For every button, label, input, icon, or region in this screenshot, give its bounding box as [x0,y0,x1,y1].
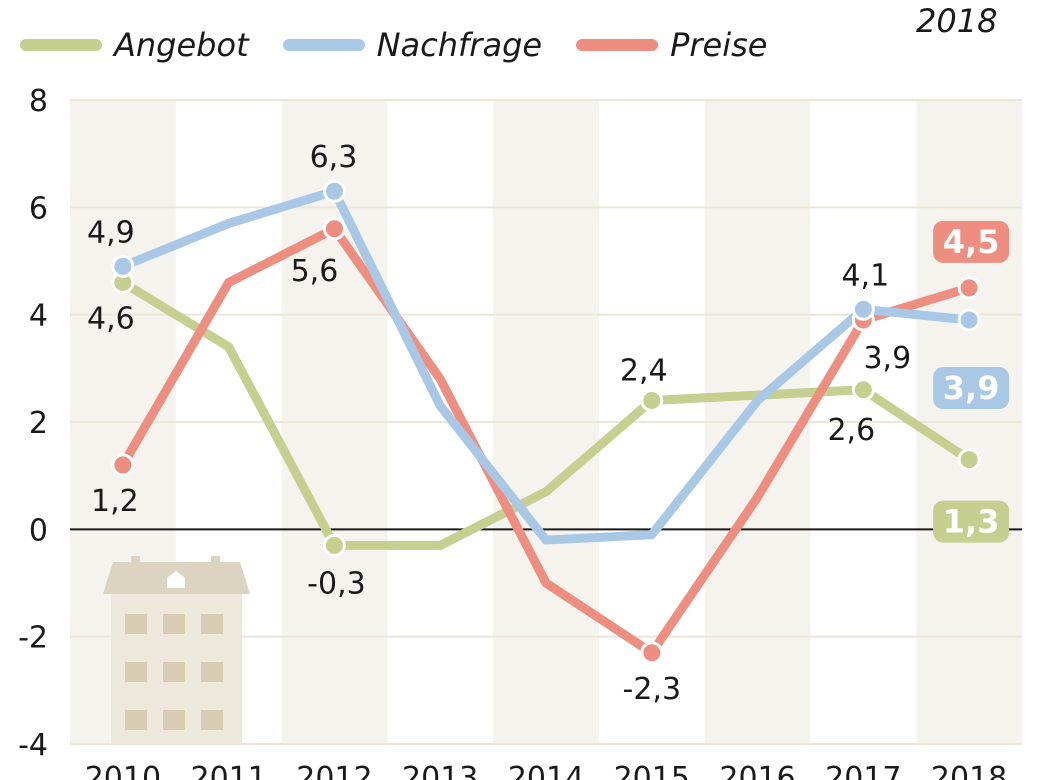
building-window [163,710,185,730]
end-badge-nachfrage [933,367,1010,410]
legend-swatch-preise [576,39,659,51]
y-tick-label: 8 [29,84,48,119]
building-dormer [167,571,185,588]
data-point-angebot [957,448,981,472]
building-window [201,710,223,730]
legend-swatch-angebot [20,39,102,51]
data-point-preise [640,641,664,665]
legend-label-angebot: Angebot [114,26,249,64]
x-tick-label: 2017 [825,761,901,780]
y-tick-label: 0 [29,513,48,548]
x-tick-label: 2012 [296,761,372,780]
legend-item-nachfrage: Nachfrage [282,26,543,64]
data-point-angebot [640,389,664,413]
building-window [201,614,223,634]
data-point-nachfrage [111,254,135,278]
data-point-nachfrage [957,308,981,332]
data-label-angebot: 4,6 [87,301,135,336]
building-chimney [131,556,140,570]
data-label-angebot: 2,6 [827,413,875,448]
legend-label-nachfrage: Nachfrage [376,26,543,64]
x-tick-label: 2014 [508,761,584,780]
building-window [163,662,185,682]
end-badge-preise [933,220,1010,263]
x-tick-label: 2015 [614,761,690,780]
legend-item-preise: Preise [576,26,767,64]
legend-swatch-nachfrage [282,39,365,51]
y-tick-label: -2 [18,621,48,656]
legend-item-angebot: Angebot [20,26,249,64]
building-window [125,710,147,730]
series-line-angebot [118,277,974,550]
data-point-preise [957,276,981,300]
x-tick-label: 2016 [719,761,795,780]
end-badge-label-angebot: 1,3 [943,503,1000,541]
data-label-preise: 5,6 [291,254,339,289]
data-label-preise: -2,3 [623,672,682,707]
x-tick-label: 2013 [402,761,478,780]
data-point-preise [322,217,346,241]
y-tick-label: 6 [29,191,48,226]
data-point-angebot [322,533,346,557]
data-label-preise: 3,9 [863,341,911,376]
corner-year-label: 2018 [916,2,998,40]
data-label-nachfrage: 6,3 [310,140,358,175]
series-line-preise [118,224,974,658]
data-label-angebot: 2,4 [620,354,668,389]
building-chimney [211,556,220,570]
building-window [125,614,147,634]
series-line-nachfrage [118,186,974,545]
building-window [201,662,223,682]
y-tick-label: 2 [29,406,48,441]
end-badge-label-nachfrage: 3,9 [943,369,1000,407]
data-point-preise [111,453,135,477]
data-label-nachfrage: 4,9 [87,215,135,250]
data-point-nachfrage [322,179,346,203]
end-badge-label-preise: 4,5 [943,223,1000,261]
data-point-angebot [851,378,875,402]
x-tick-label: 2018 [931,761,1007,780]
end-badge-angebot [933,500,1010,543]
x-tick-label: 2011 [190,761,266,780]
data-label-angebot: -0,3 [307,566,366,601]
legend: Angebot Nachfrage Preise [20,26,801,64]
legend-label-preise: Preise [670,26,768,64]
data-label-nachfrage: 4,1 [841,258,889,293]
building-window [125,662,147,682]
y-tick-label: -4 [18,728,48,763]
data-point-nachfrage [851,297,875,321]
data-label-preise: 1,2 [91,484,139,519]
y-tick-label: 4 [29,299,48,334]
building-window [163,614,185,634]
x-tick-label: 2010 [85,761,161,780]
